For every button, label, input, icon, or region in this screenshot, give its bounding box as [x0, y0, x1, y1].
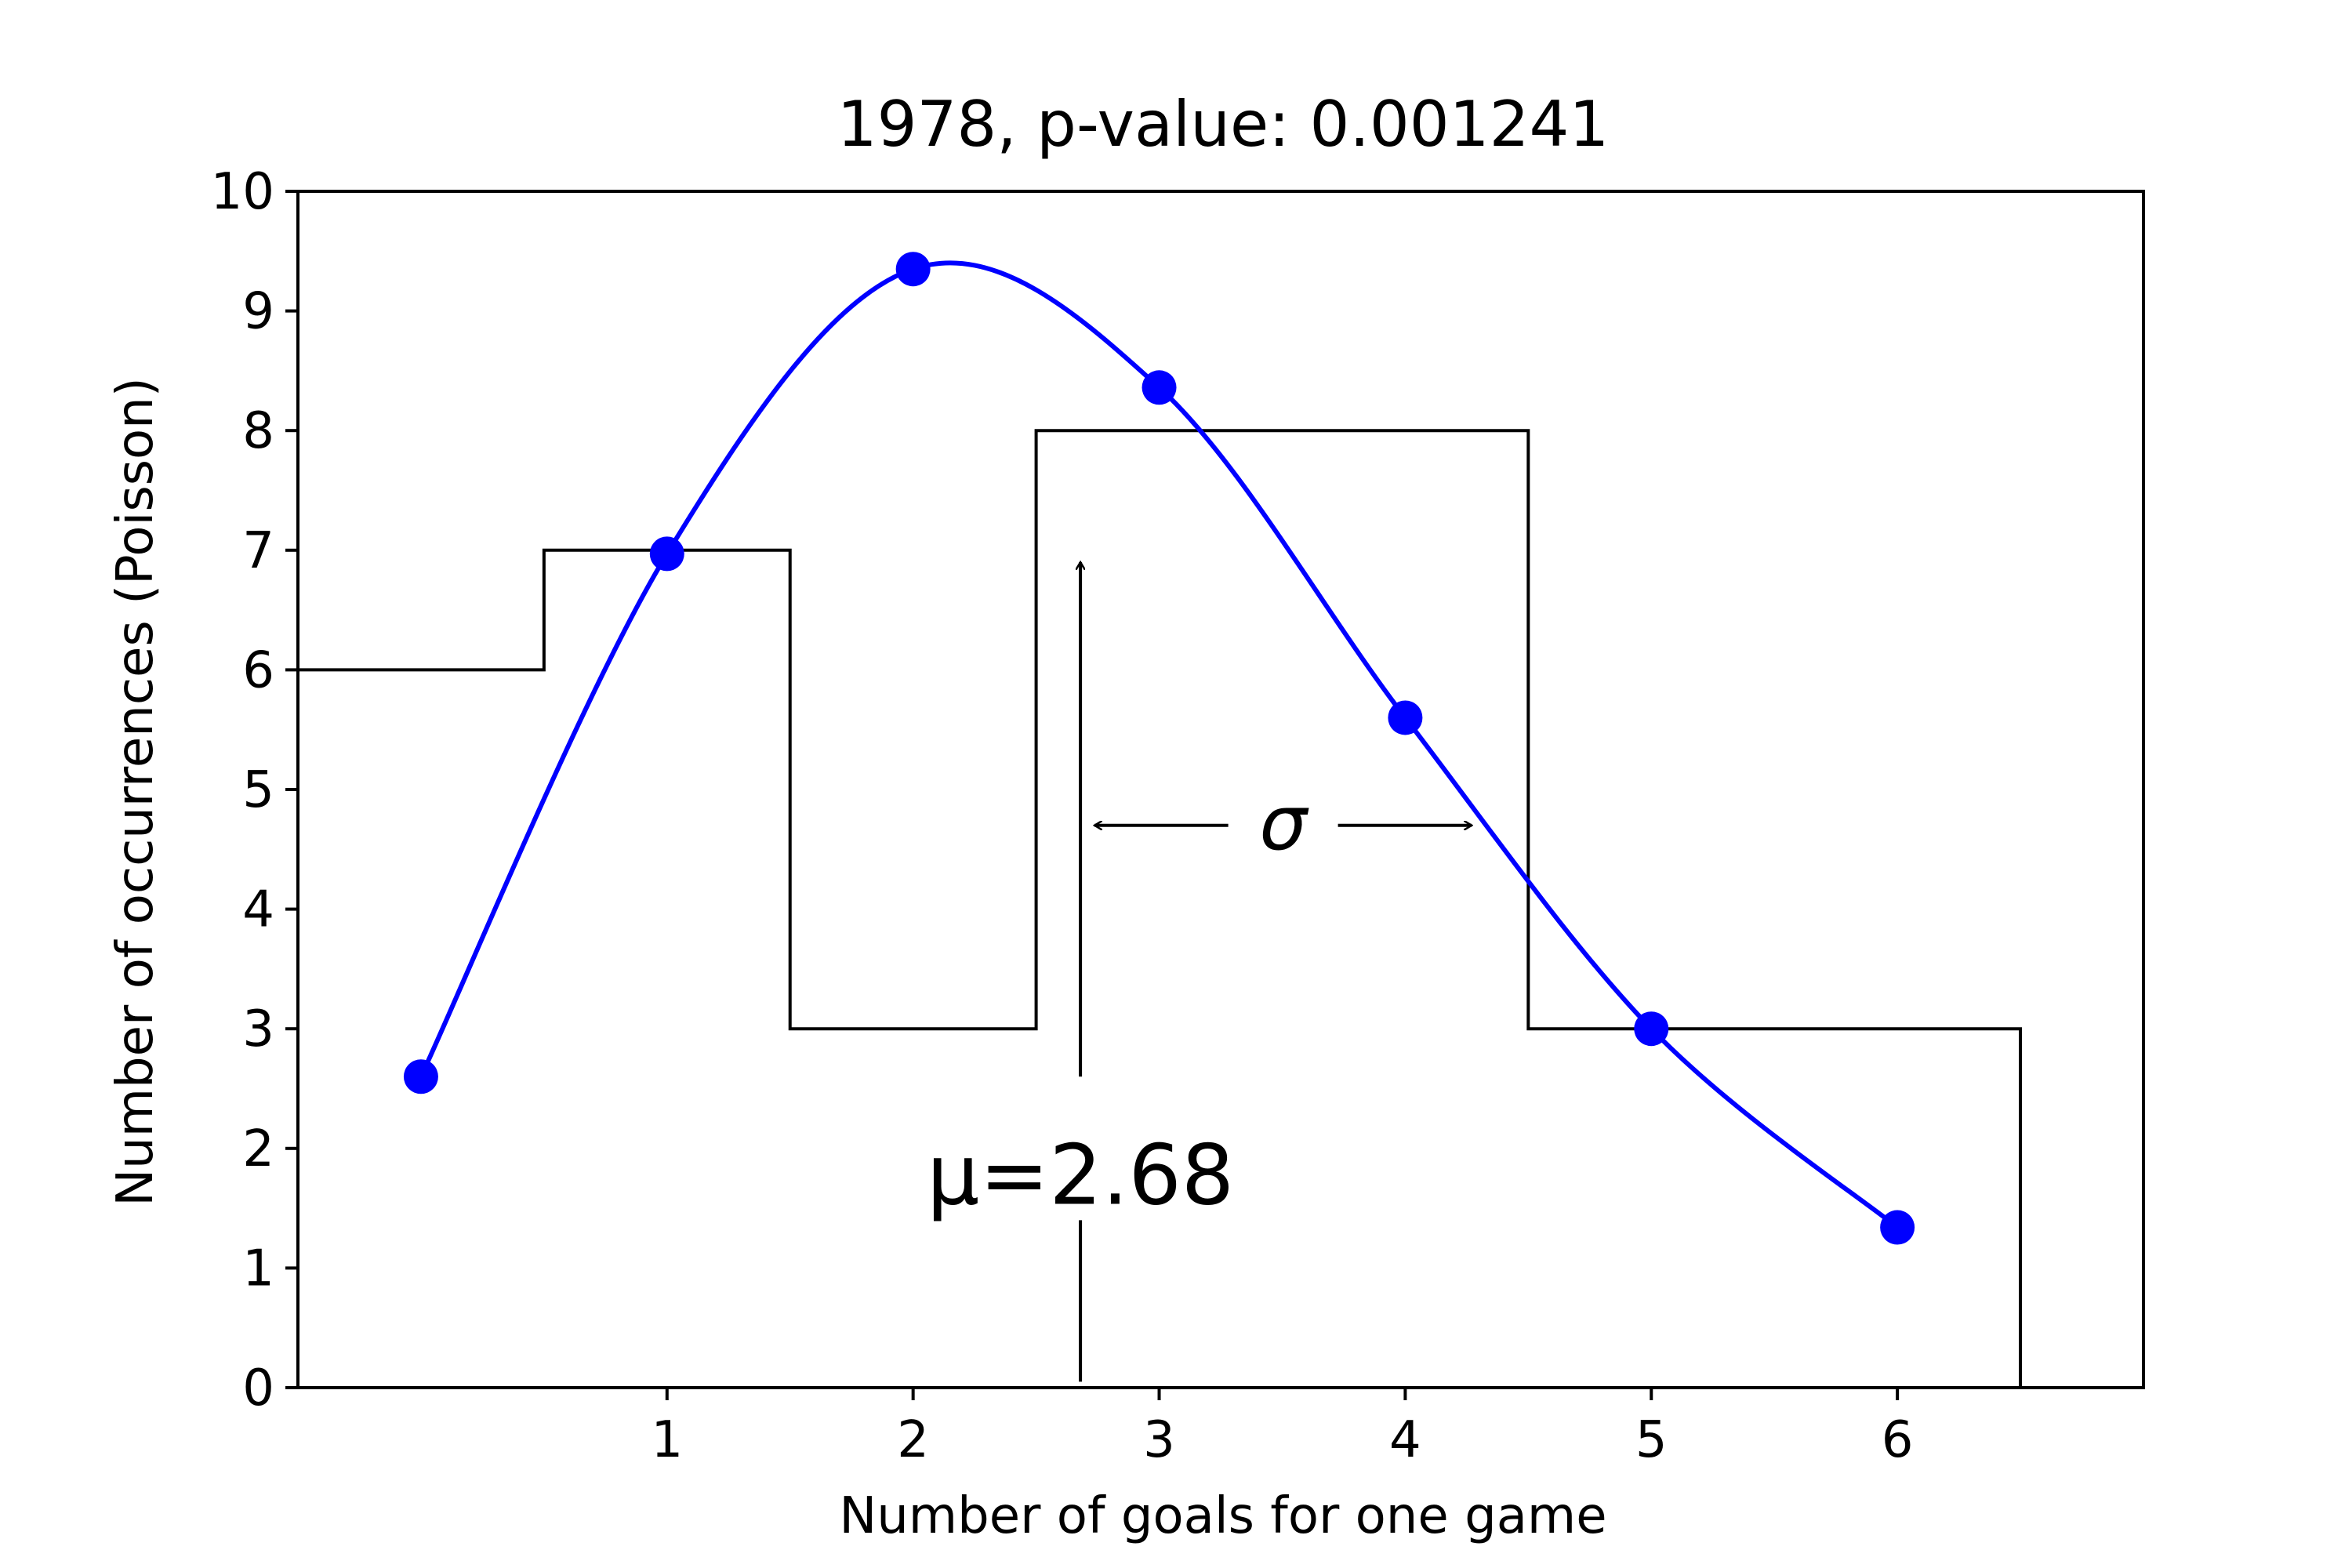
sigma-label: σ [1259, 779, 1309, 867]
y-tick-label: 6 [242, 641, 274, 699]
x-tick-label: 6 [1882, 1411, 1914, 1469]
y-tick-label: 3 [242, 1000, 274, 1058]
poisson-point-6 [1880, 1210, 1915, 1245]
poisson-point-0 [403, 1059, 438, 1094]
x-tick-label: 2 [897, 1411, 929, 1469]
y-tick-label: 0 [242, 1359, 274, 1417]
mu-label: μ=2.68 [927, 1127, 1234, 1223]
poisson-point-5 [1634, 1011, 1669, 1047]
y-tick-label: 8 [242, 402, 274, 460]
y-tick-label: 1 [242, 1240, 274, 1298]
y-tick-label: 2 [242, 1120, 274, 1178]
x-axis-label: Number of goals for one game [839, 1487, 1606, 1545]
poisson-point-3 [1142, 370, 1177, 405]
y-tick-label: 5 [242, 761, 274, 819]
poisson-point-4 [1388, 700, 1423, 735]
poisson-point-2 [895, 252, 931, 287]
y-axis-label: Number of occurrences (Poisson) [107, 377, 165, 1206]
x-tick-label: 4 [1389, 1411, 1421, 1469]
poisson-point-1 [649, 536, 684, 572]
x-tick-label: 5 [1635, 1411, 1668, 1469]
plot-frame [296, 190, 2145, 1389]
histogram-step [298, 429, 2023, 1388]
x-tick-label: 1 [651, 1411, 683, 1469]
y-tick-label: 9 [242, 283, 274, 341]
chart-title: 1978, p-value: 0.001241 [837, 88, 1610, 161]
y-tick-label: 4 [242, 881, 274, 939]
y-tick-label: 7 [242, 522, 274, 580]
poisson-curve [419, 260, 1900, 1229]
x-tick-label: 3 [1143, 1411, 1175, 1469]
y-tick-label: 10 [211, 163, 274, 221]
